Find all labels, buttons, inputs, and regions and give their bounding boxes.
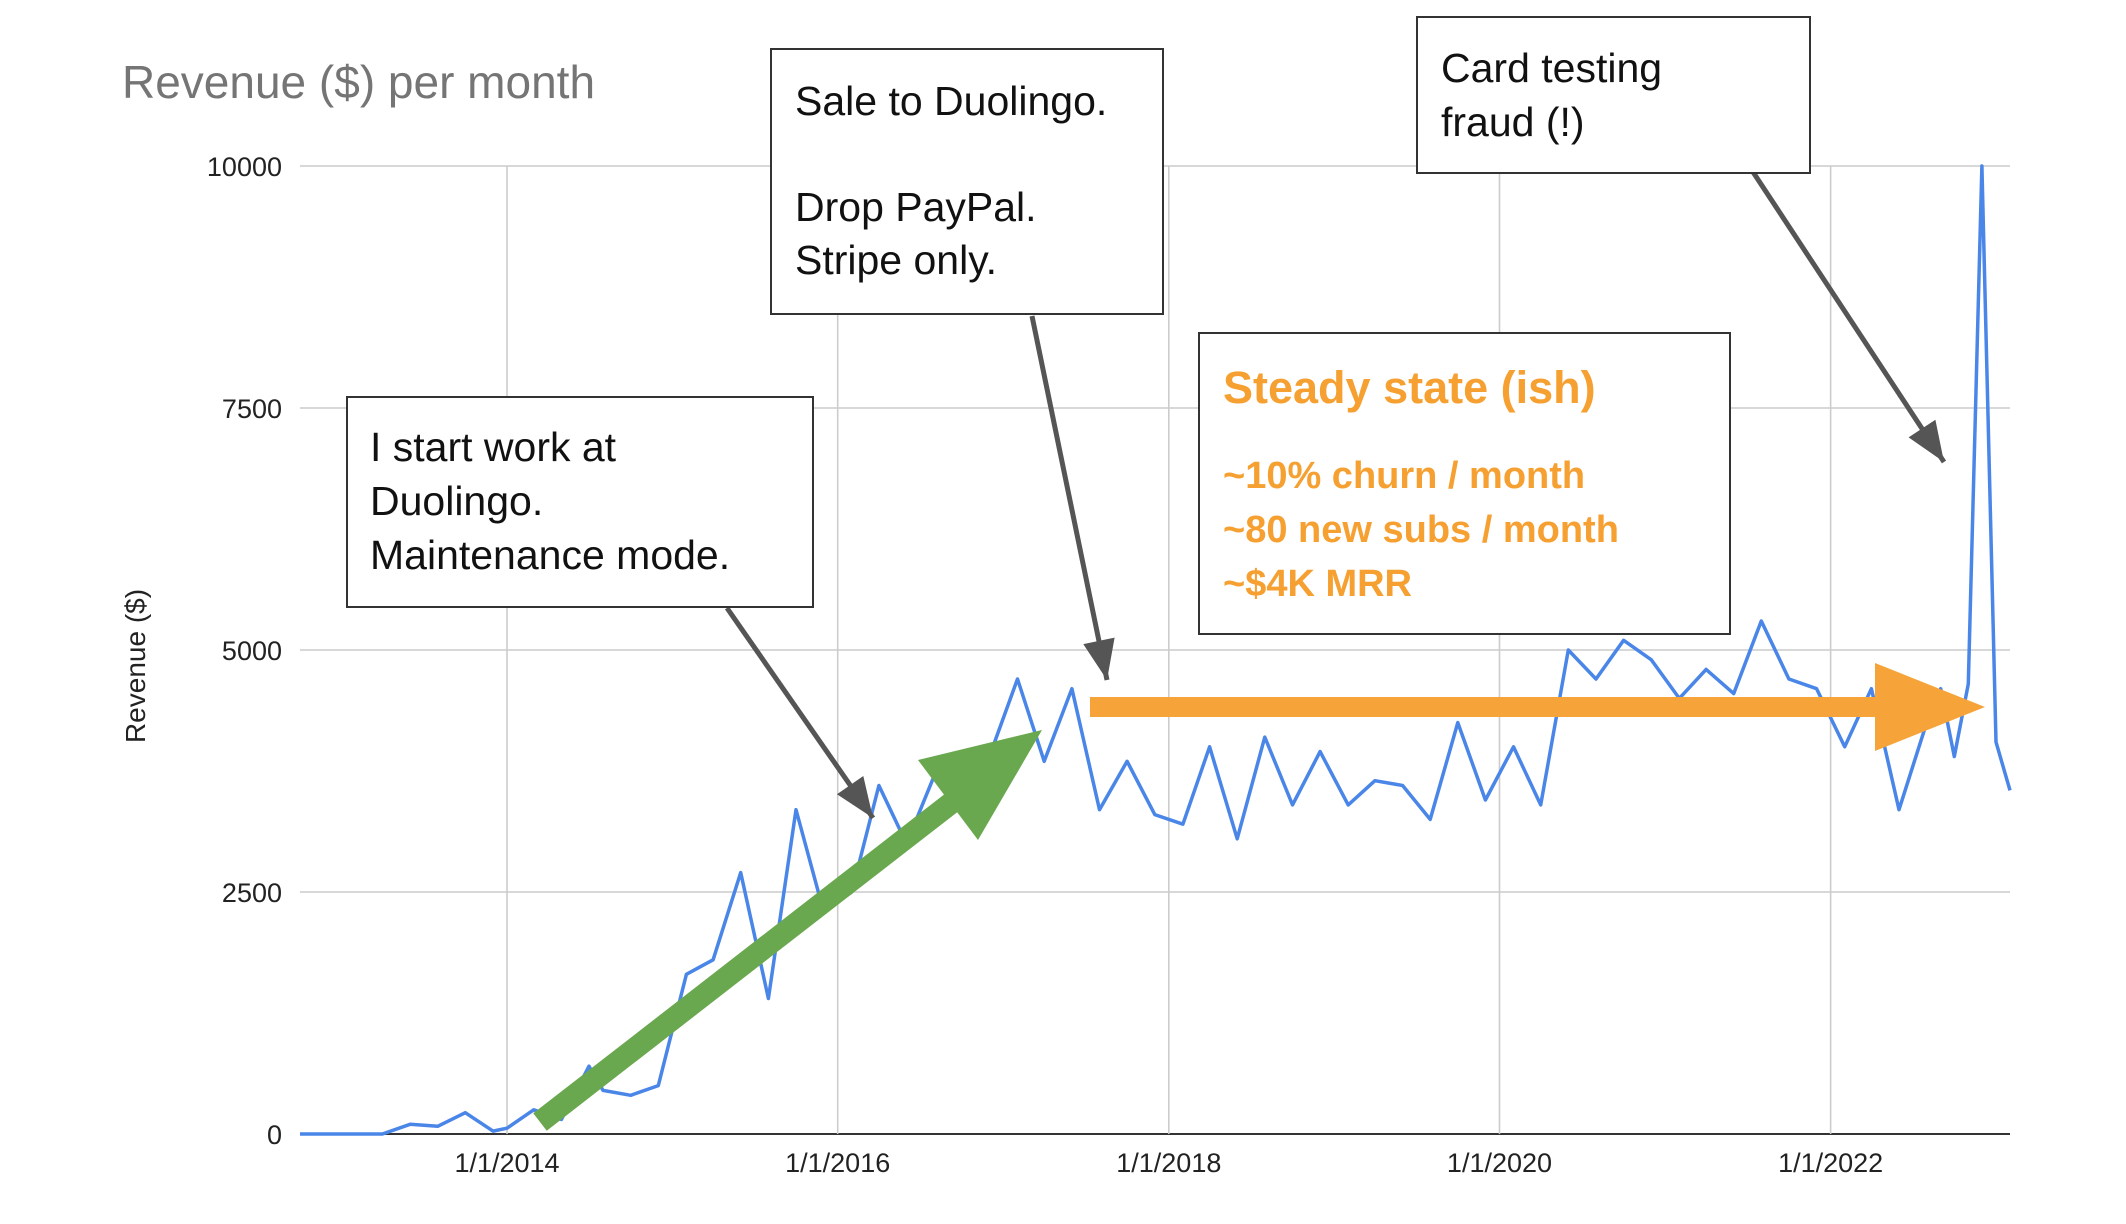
steady-text: ~$4K MRR (1223, 563, 1412, 605)
overlay-arrows (533, 170, 1985, 1131)
annotation-fraud: Card testing fraud (!) (1416, 16, 1811, 174)
pointer-fraud-shaft (1750, 170, 1947, 464)
annotation-box (770, 48, 1164, 315)
annotation-text: I start work at (370, 424, 617, 470)
annotation-text: Sale to Duolingo. (795, 78, 1107, 124)
y-tick-labels: 0 2500 5000 7500 10000 (207, 152, 282, 1150)
pointer-fraud-head (1908, 419, 1944, 462)
annotation-text: Duolingo. (370, 478, 543, 524)
annotation-steady: Steady state (ish) ~10% churn / month ~80 … (1198, 332, 1731, 635)
x-tick-labels: 1/1/2014 1/1/2016 1/1/2018 1/1/2020 1/1/2022 (454, 1148, 1883, 1178)
x-tick-label: 1/1/2016 (785, 1148, 890, 1178)
annotation-text: Maintenance mode. (370, 532, 730, 578)
x-tick-label: 1/1/2022 (1778, 1148, 1883, 1178)
annotation-sale: Sale to Duolingo. Drop PayPal. Stripe only… (770, 48, 1164, 315)
annotation-text: Drop PayPal. (795, 184, 1037, 230)
y-axis-label: Revenue ($) (120, 589, 151, 743)
annotation-boxes: I start work at Duolingo. Maintenance mode… (346, 16, 1811, 635)
growth-arrow-shaft (533, 791, 962, 1131)
y-tick-label: 7500 (222, 394, 282, 424)
steady-text: ~80 new subs / month (1223, 509, 1619, 551)
annotation-duolingo_start: I start work at Duolingo. Maintenance mode… (346, 396, 814, 608)
annotation-box (1198, 332, 1731, 635)
y-tick-label: 0 (267, 1120, 282, 1150)
annotation-box (346, 396, 814, 608)
pointer-maintenance-head (837, 776, 873, 818)
y-tick-label: 10000 (207, 152, 282, 182)
steady-arrow-head (1875, 663, 1985, 751)
annotation-text: fraud (!) (1441, 99, 1585, 145)
pointer-sale-shaft (1029, 315, 1110, 681)
x-tick-label: 1/1/2014 (454, 1148, 559, 1178)
annotation-box (1416, 16, 1811, 174)
annotation-text: Stripe only. (795, 237, 997, 283)
annotation-text: Card testing (1441, 45, 1662, 91)
y-tick-label: 5000 (222, 636, 282, 666)
steady-heading: Steady state (ish) (1223, 362, 1596, 413)
x-tick-label: 1/1/2020 (1447, 1148, 1552, 1178)
pointer-maintenance-shaft (724, 606, 876, 820)
steady-text: ~10% churn / month (1223, 455, 1585, 497)
x-tick-label: 1/1/2018 (1116, 1148, 1221, 1178)
y-tick-label: 2500 (222, 878, 282, 908)
pointer-sale-head (1083, 637, 1115, 680)
growth-arrow-head (918, 730, 1042, 840)
chart-title: Revenue ($) per month (122, 56, 595, 108)
